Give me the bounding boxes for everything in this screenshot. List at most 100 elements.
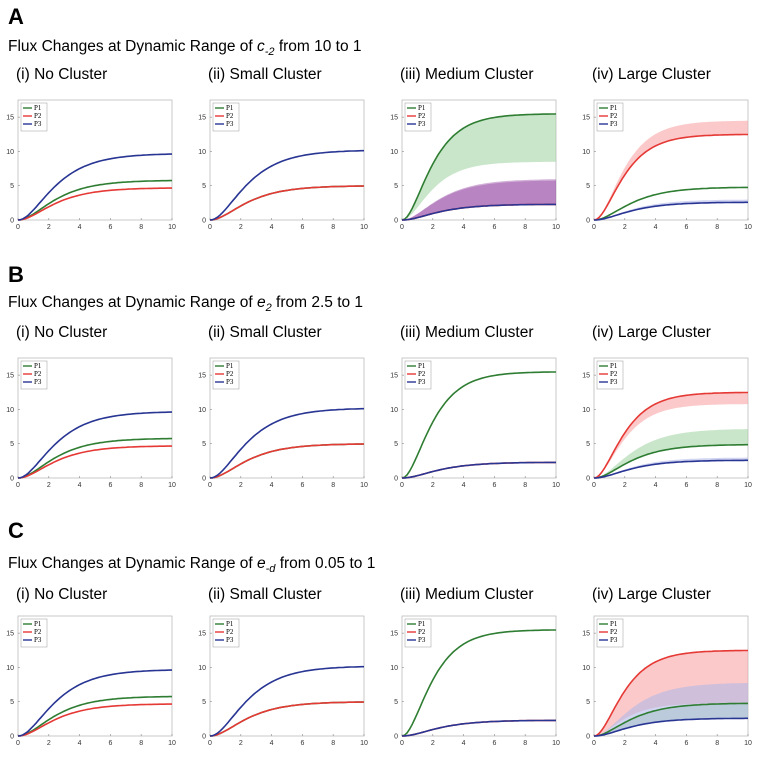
legend-label-p1: P1: [610, 362, 618, 370]
legend-label-p2: P2: [418, 112, 426, 120]
title-prefix: Flux Changes at Dynamic Range of: [8, 555, 257, 572]
legend-label-p1: P1: [226, 620, 234, 628]
series-line-p3: [209, 407, 364, 479]
plot-frame: [17, 357, 173, 479]
band-p1: [402, 114, 556, 220]
y-tick-label: 15: [390, 115, 398, 122]
x-tick-label: 0: [208, 740, 212, 747]
series-line-p3: [209, 665, 364, 737]
subplot-title: (iii) Medium Cluster: [400, 324, 534, 341]
legend-label-p1: P1: [34, 620, 42, 628]
x-tick-label: 0: [16, 482, 20, 489]
x-tick-label: 10: [168, 482, 176, 489]
subplot-title: (iv) Large Cluster: [592, 324, 711, 341]
x-tick-label: 10: [744, 482, 752, 489]
x-tick-label: 0: [592, 740, 596, 747]
x-tick-label: 4: [654, 482, 658, 489]
y-tick-label: 15: [582, 631, 590, 638]
x-tick-label: 4: [270, 740, 274, 747]
y-tick-label: 0: [394, 218, 398, 225]
x-tick-label: 2: [239, 740, 243, 747]
plot-frame: [593, 357, 749, 479]
x-tick-label: 2: [623, 740, 627, 747]
legend-label-p1: P1: [226, 362, 234, 370]
y-tick-label: 5: [586, 441, 590, 448]
legend-label-p1: P1: [34, 104, 42, 112]
y-tick-label: 0: [10, 476, 14, 483]
y-tick-label: 15: [582, 115, 590, 122]
x-tick-label: 8: [331, 482, 335, 489]
x-tick-label: 8: [715, 482, 719, 489]
legend-label-p1: P1: [34, 362, 42, 370]
series-line-p3: [401, 461, 556, 479]
title-var: e: [256, 555, 266, 572]
y-tick-label: 10: [198, 665, 206, 672]
x-tick-label: 8: [523, 224, 527, 231]
x-tick-label: 8: [523, 482, 527, 489]
plot-frame: [209, 99, 365, 221]
subplot-title: (iv) Large Cluster: [592, 586, 711, 603]
y-tick-label: 10: [582, 149, 590, 156]
x-tick-label: 0: [400, 740, 404, 747]
x-tick-label: 8: [139, 740, 143, 747]
x-tick-label: 10: [360, 482, 368, 489]
subplot-title: (iii) Medium Cluster: [400, 586, 534, 603]
y-tick-label: 10: [198, 407, 206, 414]
x-tick-label: 10: [168, 740, 176, 747]
title-prefix: Flux Changes at Dynamic Range of: [8, 294, 257, 311]
band-p2: [402, 180, 556, 220]
band-p3: [594, 683, 748, 736]
x-tick-label: 4: [270, 224, 274, 231]
legend-box: [212, 618, 240, 648]
series-line-p2: [17, 445, 172, 479]
series-line-p2: [593, 649, 748, 737]
x-tick-label: 6: [684, 740, 688, 747]
series-line-p3: [401, 203, 556, 221]
subplot-title: (iii) Medium Cluster: [400, 66, 534, 83]
legend-label-p2: P2: [418, 628, 426, 636]
legend-label-p2: P2: [610, 628, 618, 636]
x-tick-label: 2: [623, 224, 627, 231]
y-tick-label: 0: [10, 734, 14, 741]
series-line-p3: [593, 201, 748, 221]
legend-label-p3: P3: [34, 120, 42, 128]
series-line-p1: [593, 702, 748, 737]
x-tick-label: 8: [139, 224, 143, 231]
legend-label-p1: P1: [610, 620, 618, 628]
plot-frame: [593, 99, 749, 221]
x-tick-label: 4: [462, 740, 466, 747]
series-line-p3: [17, 153, 172, 221]
x-tick-label: 6: [684, 224, 688, 231]
legend-label-p2: P2: [610, 370, 618, 378]
x-tick-label: 2: [431, 740, 435, 747]
y-tick-label: 0: [394, 734, 398, 741]
y-tick-label: 0: [10, 218, 14, 225]
x-tick-label: 8: [523, 740, 527, 747]
x-tick-label: 0: [16, 740, 20, 747]
series-line-p2: [17, 187, 172, 221]
x-tick-label: 2: [239, 482, 243, 489]
legend-label-p3: P3: [610, 120, 618, 128]
band-p2: [594, 392, 748, 478]
subplot-title: (i) No Cluster: [16, 324, 108, 341]
series-line-p2: [209, 185, 365, 221]
y-tick-label: 15: [6, 115, 14, 122]
x-tick-label: 10: [168, 224, 176, 231]
band-p2: [594, 120, 748, 220]
legend-label-p1: P1: [418, 620, 426, 628]
y-tick-label: 10: [582, 665, 590, 672]
legend-label-p1: P1: [226, 104, 234, 112]
band-p3: [402, 179, 556, 220]
subplot-title: (ii) Small Cluster: [208, 586, 322, 603]
y-tick-label: 10: [198, 149, 206, 156]
y-tick-label: 15: [582, 373, 590, 380]
legend-label-p3: P3: [418, 636, 426, 644]
